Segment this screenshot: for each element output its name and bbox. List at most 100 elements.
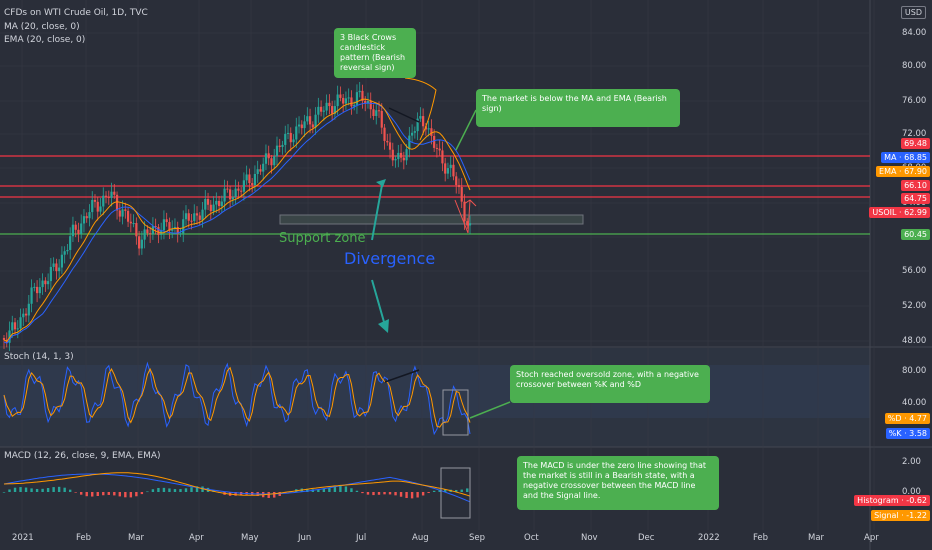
candle-body	[455, 176, 458, 186]
macd-histogram-bar	[306, 488, 309, 492]
candle-body	[402, 157, 405, 161]
three-black-crows-note[interactable]: 3 Black Crows candlestick pattern (Beari…	[334, 28, 416, 78]
candle-body	[126, 210, 130, 222]
candle-body	[217, 200, 221, 207]
candle-body	[251, 183, 254, 186]
candle-body	[63, 251, 66, 255]
candle-body	[388, 142, 392, 150]
macd-histogram-bar	[140, 492, 144, 495]
price-tick: 84.00	[902, 28, 927, 38]
candle-body	[405, 149, 408, 161]
macd-histogram-bar	[74, 492, 77, 493]
candle-body	[292, 139, 295, 143]
macd-histogram-bar	[383, 492, 386, 495]
currency-button[interactable]: USD	[900, 6, 926, 19]
candle-body	[165, 219, 168, 223]
price-tick: 52.00	[902, 301, 927, 311]
candle-body	[449, 164, 452, 169]
time-tick: Apr	[189, 533, 204, 543]
candle-body	[74, 224, 77, 230]
time-tick: Apr	[864, 533, 879, 543]
candle-body	[49, 266, 52, 282]
candle-body	[303, 121, 306, 129]
candle-body	[198, 215, 201, 220]
price-tick: 72.00	[902, 129, 927, 139]
support-zone-label: Support zone	[279, 231, 366, 246]
candle-body	[364, 100, 367, 104]
candle-body	[355, 92, 359, 105]
candle-body	[342, 97, 345, 104]
macd-histogram-bar	[135, 492, 138, 497]
stoch-band	[0, 365, 870, 418]
candle-body	[102, 195, 105, 207]
candle-body	[104, 195, 108, 197]
candle-body	[52, 263, 55, 267]
candle-body	[314, 114, 317, 128]
candle-body	[375, 110, 378, 116]
candle-body	[369, 101, 372, 110]
candle-body	[427, 128, 430, 130]
candle-body	[339, 94, 342, 98]
support-zone-box	[279, 214, 584, 225]
macd-histogram-bar	[118, 492, 122, 497]
candle-body	[253, 173, 257, 186]
macd-note[interactable]: The MACD is under the zero line showing …	[517, 456, 719, 510]
macd-histogram-bar	[41, 488, 44, 492]
candle-body	[223, 188, 226, 202]
time-tick: Mar	[808, 533, 825, 543]
candle-body	[71, 224, 75, 237]
macd-histogram-bar	[466, 488, 469, 492]
candle-body	[212, 204, 215, 212]
candle-body	[132, 223, 135, 225]
ema-legend[interactable]: EMA (20, close, 0)	[4, 35, 86, 45]
candle-body	[286, 132, 290, 134]
support-price-tag: 60.45	[901, 229, 930, 240]
macd-histogram-bar	[68, 489, 72, 492]
stoch-tick: 80.00	[902, 366, 927, 376]
ma-legend[interactable]: MA (20, close, 0)	[4, 22, 80, 32]
time-tick: 2021	[12, 533, 34, 543]
resistance-tag-1: 69.48	[901, 138, 930, 149]
candle-body	[16, 328, 19, 330]
macd-histogram-bar	[19, 487, 22, 492]
macd-histogram-bar	[361, 492, 364, 494]
candle-body	[93, 199, 97, 202]
projection-arrow	[454, 199, 477, 234]
signal-line	[3, 472, 471, 497]
candle-body	[24, 313, 28, 316]
time-tick: Feb	[76, 533, 92, 543]
candle-body	[275, 145, 279, 157]
candle-body	[88, 212, 91, 219]
candle-body	[27, 303, 30, 316]
divergence-label: Divergence	[344, 249, 436, 268]
candle-body	[129, 221, 132, 224]
candle-body	[91, 199, 94, 213]
candle-body	[234, 188, 237, 197]
time-tick: Dec	[638, 533, 655, 543]
signal-tag: Signal · -1.22	[871, 510, 930, 521]
candle-body	[408, 135, 411, 150]
candle-body	[138, 236, 141, 249]
below-ma-note[interactable]: The market is below the MA and EMA (Bear…	[476, 89, 680, 127]
stoch-legend[interactable]: Stoch (14, 1, 3)	[4, 352, 74, 362]
candle-body	[422, 116, 425, 127]
candle-body	[256, 169, 259, 174]
below-ma-pointer	[455, 109, 477, 151]
macd-legend[interactable]: MACD (12, 26, close, 9, EMA, EMA)	[4, 451, 161, 461]
candle-body	[466, 221, 469, 226]
candle-body	[35, 286, 39, 294]
macd-histogram-bar	[13, 487, 17, 492]
macd-tick: 2.00	[902, 457, 921, 467]
stoch-note[interactable]: Stoch reached oversold zone, with a nega…	[510, 365, 710, 403]
candle-body	[278, 145, 281, 147]
candle-body	[328, 102, 331, 107]
candle-body	[149, 233, 152, 235]
macd-histogram-bar	[57, 486, 61, 492]
macd-histogram-bar	[350, 488, 353, 492]
time-tick: Sep	[469, 533, 486, 543]
candle-body	[353, 104, 356, 107]
macd-histogram-bar	[46, 488, 50, 492]
divergence-arrow-up	[371, 184, 383, 241]
